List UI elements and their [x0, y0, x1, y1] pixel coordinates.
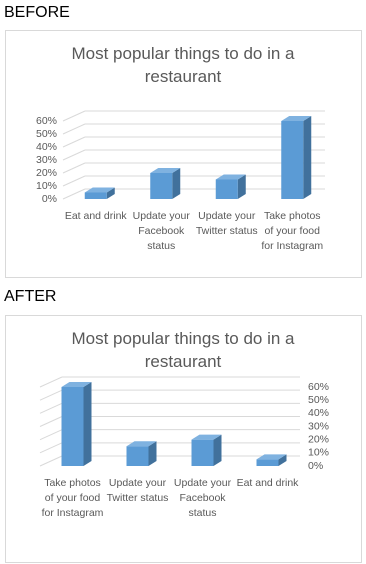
bar-top — [84, 187, 115, 193]
bar — [61, 387, 84, 466]
y-tick-label: 20% — [36, 167, 57, 179]
y-tick-label: 10% — [36, 180, 57, 192]
x-tick-label: Update your Facebook status — [173, 477, 232, 519]
bar-top — [191, 434, 222, 440]
y-tick-label: 0% — [308, 460, 323, 472]
x-tick-label: Update your Twitter status — [195, 210, 258, 237]
bar — [150, 173, 173, 199]
y-tick-label: 40% — [36, 141, 57, 153]
x-tick-label: Eat and drink — [64, 210, 127, 222]
bar — [84, 192, 107, 199]
grid-line — [62, 123, 86, 135]
x-tick-label: Update your Facebook status — [132, 210, 190, 252]
bar-side — [83, 382, 92, 466]
grid-line — [39, 389, 63, 401]
x-tick-label: Update your Twitter status — [106, 477, 169, 504]
bar-side — [213, 434, 222, 466]
bar-top — [61, 382, 92, 387]
bar — [215, 179, 238, 199]
bar-side — [237, 174, 246, 199]
x-tick-label: Take photos of your food for Instagram — [41, 477, 104, 519]
y-tick-label: 10% — [308, 447, 329, 459]
y-tick-label: 50% — [308, 394, 329, 406]
grid-line — [62, 162, 86, 174]
bar — [191, 439, 214, 466]
bar-side — [278, 454, 287, 466]
bar — [256, 459, 279, 466]
grid-line — [39, 455, 63, 467]
bar-top — [150, 168, 181, 173]
bar-top — [126, 441, 157, 447]
heading: BEFORE — [4, 4, 70, 21]
grid-line — [39, 376, 63, 388]
x-tick-label: Take photos of your food for Instagram — [261, 210, 324, 252]
heading: AFTER — [4, 288, 57, 305]
bar-top — [281, 116, 312, 121]
grid-line — [39, 442, 63, 454]
grid-line — [39, 416, 63, 427]
grid-line — [39, 429, 63, 441]
grid-line — [62, 149, 86, 161]
y-tick-label: 20% — [308, 433, 329, 445]
grid-line — [62, 136, 86, 148]
bar-top — [256, 454, 287, 460]
chart-title: Most popular things to do in a restauran… — [71, 329, 295, 371]
bar-side — [106, 187, 115, 199]
y-tick-label: 60% — [36, 115, 57, 127]
bar-top — [215, 174, 246, 180]
x-tick-label: Eat and drink — [236, 477, 299, 489]
grid-line — [39, 402, 63, 414]
chart-title: Most popular things to do in a restauran… — [71, 44, 295, 86]
y-tick-label: 50% — [36, 128, 57, 140]
bar-side — [303, 116, 312, 199]
grid-line — [62, 110, 86, 122]
bar — [281, 121, 304, 199]
y-tick-label: 30% — [36, 154, 57, 166]
y-tick-label: 60% — [308, 381, 329, 393]
y-tick-label: 0% — [42, 193, 57, 205]
grid-line — [62, 175, 86, 187]
grid-line — [62, 188, 86, 200]
bar-side — [172, 168, 181, 199]
y-tick-label: 30% — [308, 420, 329, 432]
bar-side — [148, 441, 157, 466]
y-tick-label: 40% — [308, 407, 329, 419]
bar — [126, 446, 149, 466]
